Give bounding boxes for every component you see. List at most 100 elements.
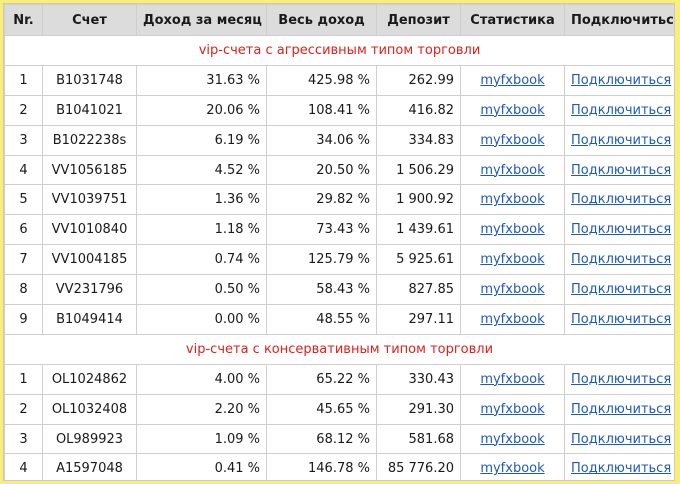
myfxbook-link[interactable]: myfxbook (480, 222, 545, 238)
table-row: 3 B1022238s 6.19 % 34.06 % 334.83 myfxbook Под… (4, 124, 674, 156)
account-id: OL1024862 (42, 363, 137, 395)
monthly-income: 20.06 % (136, 94, 267, 126)
connect-link[interactable]: Подключиться (571, 162, 672, 178)
monthly-income: 6.19 % (136, 124, 267, 156)
section-header-row: vip-счета с агрессивным типом торговли (4, 35, 674, 66)
table-header-row: Nr. Счет Доход за месяц Весь доход Депоз… (4, 4, 674, 36)
connect-link[interactable]: Подключиться (571, 102, 672, 118)
myfxbook-link[interactable]: myfxbook (480, 371, 545, 387)
myfxbook-link[interactable]: myfxbook (480, 282, 545, 298)
total-income: 108.41 % (266, 94, 377, 126)
connect-link[interactable]: Подключиться (571, 461, 672, 477)
table-row: 1 B1031748 31.63 % 425.98 % 262.99 myfxbook По… (4, 64, 674, 96)
account-id: OL1032408 (42, 393, 137, 425)
myfxbook-link-cell: myfxbook (460, 154, 565, 186)
monthly-income: 0.50 % (136, 274, 267, 306)
header-deposit: Депозит (376, 4, 461, 36)
account-id: B1031748 (42, 64, 137, 96)
connect-link-cell: Подключиться (564, 453, 674, 480)
row-number: 9 (4, 304, 43, 335)
header-statistics: Статистика (460, 4, 565, 36)
section-title: vip-счета с агрессивным типом торговли (4, 35, 674, 66)
table-row: 8 VV231796 0.50 % 58.43 % 827.85 myfxbook Подк… (4, 274, 674, 306)
table-row: 7 VV1004185 0.74 % 125.79 % 5 925.61 myfxbook… (4, 244, 674, 276)
deposit: 330.43 (376, 363, 461, 395)
connect-link-cell: Подключиться (564, 244, 674, 276)
connect-link-cell: Подключиться (564, 214, 674, 246)
myfxbook-link-cell: myfxbook (460, 244, 565, 276)
deposit: 85 776.20 (376, 453, 461, 480)
row-number: 3 (4, 124, 43, 156)
connect-link-cell: Подключиться (564, 154, 674, 186)
account-id: A1597048 (42, 453, 137, 480)
connect-link[interactable]: Подключиться (571, 371, 672, 387)
deposit: 297.11 (376, 304, 461, 335)
section-title: vip-счета с консервативным типом торговл… (4, 333, 674, 365)
row-number: 5 (4, 184, 43, 216)
myfxbook-link-cell: myfxbook (460, 94, 565, 126)
myfxbook-link-cell: myfxbook (460, 124, 565, 156)
connect-link[interactable]: Подключиться (571, 252, 672, 268)
myfxbook-link-cell: myfxbook (460, 363, 565, 395)
monthly-income: 0.41 % (136, 453, 267, 480)
total-income: 73.43 % (266, 214, 377, 246)
myfxbook-link[interactable]: myfxbook (480, 252, 545, 268)
account-id: VV1056185 (42, 154, 137, 186)
total-income: 45.65 % (266, 393, 377, 425)
myfxbook-link-cell: myfxbook (460, 304, 565, 335)
connect-link[interactable]: Подключиться (571, 282, 672, 298)
table-row: 3 OL989923 1.09 % 68.12 % 581.68 myfxbook Подк… (4, 423, 674, 455)
myfxbook-link[interactable]: myfxbook (480, 431, 545, 447)
deposit: 416.82 (376, 94, 461, 126)
myfxbook-link[interactable]: myfxbook (480, 102, 545, 118)
monthly-income: 0.74 % (136, 244, 267, 276)
total-income: 68.12 % (266, 423, 377, 455)
myfxbook-link[interactable]: myfxbook (480, 162, 545, 178)
accounts-table: Nr. Счет Доход за месяц Весь доход Депоз… (4, 4, 674, 480)
myfxbook-link-cell: myfxbook (460, 184, 565, 216)
row-number: 2 (4, 393, 43, 425)
connect-link[interactable]: Подключиться (571, 401, 672, 417)
connect-link[interactable]: Подключиться (571, 311, 672, 327)
connect-link[interactable]: Подключиться (571, 192, 672, 208)
myfxbook-link[interactable]: myfxbook (480, 461, 545, 477)
myfxbook-link-cell: myfxbook (460, 423, 565, 455)
myfxbook-link[interactable]: myfxbook (480, 401, 545, 417)
total-income: 125.79 % (266, 244, 377, 276)
monthly-income: 0.00 % (136, 304, 267, 335)
connect-link-cell: Подключиться (564, 94, 674, 126)
myfxbook-link-cell: myfxbook (460, 64, 565, 96)
deposit: 581.68 (376, 423, 461, 455)
account-id: VV1004185 (42, 244, 137, 276)
total-income: 48.55 % (266, 304, 377, 335)
account-id: OL989923 (42, 423, 137, 455)
connect-link[interactable]: Подключиться (571, 431, 672, 447)
connect-link-cell: Подключиться (564, 124, 674, 156)
myfxbook-link[interactable]: myfxbook (480, 192, 545, 208)
header-monthly-income: Доход за месяц (136, 4, 267, 36)
row-number: 1 (4, 64, 43, 96)
section-header-row: vip-счета с консервативным типом торговл… (4, 333, 674, 365)
deposit: 827.85 (376, 274, 461, 306)
header-total-income: Весь доход (266, 4, 377, 36)
connect-link[interactable]: Подключиться (571, 72, 672, 88)
table-row: 4 A1597048 0.41 % 146.78 % 85 776.20 myfxbook… (4, 453, 674, 480)
myfxbook-link[interactable]: myfxbook (480, 132, 545, 148)
table-row: 2 B1041021 20.06 % 108.41 % 416.82 myfxbook По… (4, 94, 674, 126)
account-id: VV231796 (42, 274, 137, 306)
row-number: 1 (4, 363, 43, 395)
total-income: 146.78 % (266, 453, 377, 480)
deposit: 1 506.29 (376, 154, 461, 186)
connect-link[interactable]: Подключиться (571, 132, 672, 148)
monthly-income: 4.52 % (136, 154, 267, 186)
table-row: 5 VV1039751 1.36 % 29.82 % 1 900.92 myfxbook П… (4, 184, 674, 216)
monthly-income: 1.09 % (136, 423, 267, 455)
deposit: 5 925.61 (376, 244, 461, 276)
deposit: 262.99 (376, 64, 461, 96)
connect-link-cell: Подключиться (564, 274, 674, 306)
myfxbook-link[interactable]: myfxbook (480, 311, 545, 327)
connect-link[interactable]: Подключиться (571, 222, 672, 238)
row-number: 7 (4, 244, 43, 276)
deposit: 1 900.92 (376, 184, 461, 216)
myfxbook-link[interactable]: myfxbook (480, 72, 545, 88)
